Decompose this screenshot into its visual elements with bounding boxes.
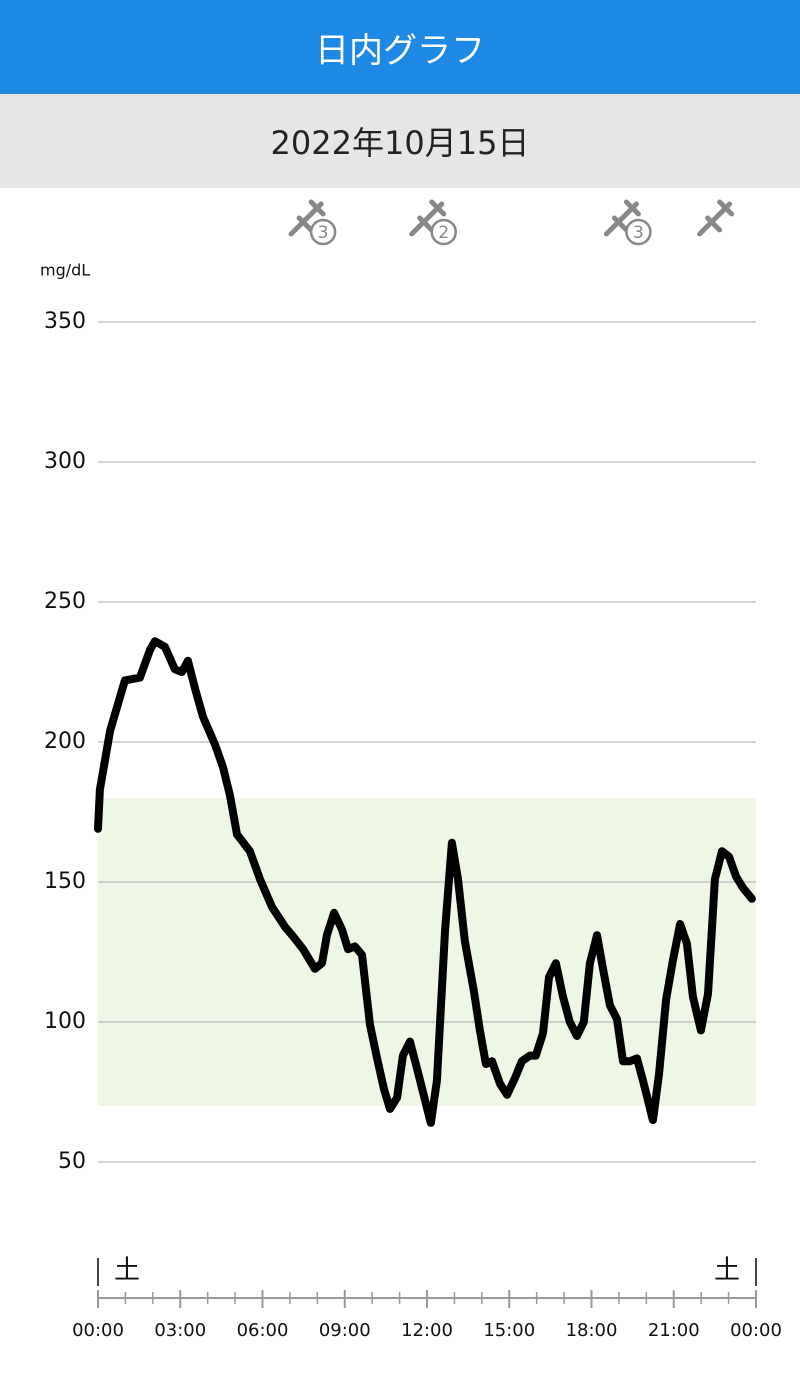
date-label: 2022年10月15日 xyxy=(0,94,800,188)
x-tick-label: 00:00 xyxy=(730,1320,782,1341)
x-tick-label: 15:00 xyxy=(483,1320,535,1341)
x-tick-label: 09:00 xyxy=(319,1320,371,1341)
x-tick-label: 00:00 xyxy=(72,1320,124,1341)
y-tick-label: 200 xyxy=(44,729,86,754)
weekday-label: 土 xyxy=(114,1256,140,1286)
y-tick-label: 150 xyxy=(44,869,86,894)
y-unit: mg/dL xyxy=(40,261,90,280)
insulin-event: 3 xyxy=(288,199,337,246)
chart: mg/dL 50 100 150 200 250 300 350 00:00 03:00 06:00… xyxy=(40,199,782,1341)
y-tick-label: 350 xyxy=(44,309,86,334)
y-tick-label: 100 xyxy=(44,1009,86,1034)
app-title: 日内グラフ xyxy=(0,0,800,94)
event-count: 3 xyxy=(633,223,644,243)
insulin-event: 2 xyxy=(409,199,457,246)
x-tick-label: 03:00 xyxy=(154,1320,206,1341)
target-range xyxy=(98,798,756,1106)
weekday-label: 土 xyxy=(714,1256,740,1286)
x-tick-label: 18:00 xyxy=(566,1320,618,1341)
syringe-icon xyxy=(409,199,447,237)
x-tick-label: 12:00 xyxy=(401,1320,453,1341)
x-tick-label: 21:00 xyxy=(648,1320,700,1341)
syringe-icon xyxy=(603,199,641,237)
y-tick-label: 250 xyxy=(44,589,86,614)
insulin-event: 3 xyxy=(603,199,652,246)
event-count: 2 xyxy=(438,223,449,243)
count-badge xyxy=(430,218,457,246)
y-tick-label: 300 xyxy=(44,449,86,474)
syringe-icon xyxy=(697,199,735,237)
syringe-icon xyxy=(288,199,326,237)
x-tick-label: 06:00 xyxy=(237,1320,289,1341)
event-count: 3 xyxy=(318,223,329,243)
count-badge xyxy=(309,218,337,246)
y-tick-label: 50 xyxy=(58,1149,86,1174)
count-badge xyxy=(625,218,652,246)
insulin-event xyxy=(697,199,735,237)
